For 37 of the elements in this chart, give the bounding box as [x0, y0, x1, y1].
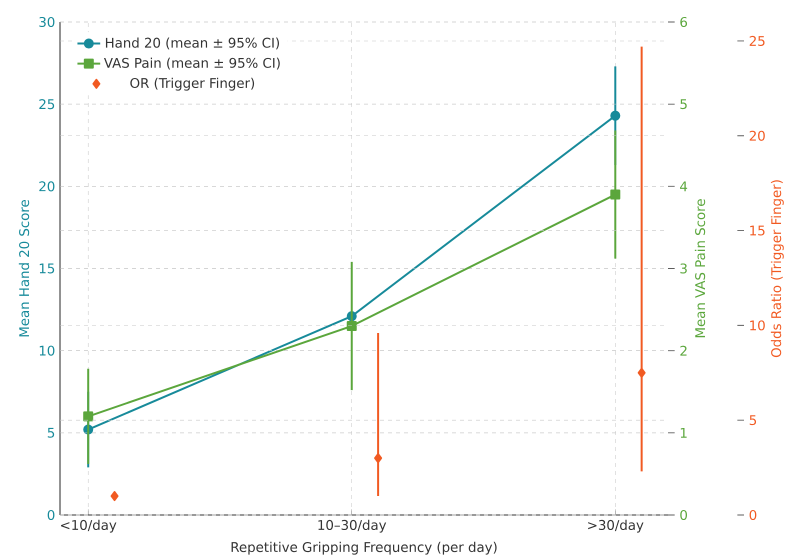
legend-label: Hand 20 (mean ± 95% CI)	[106, 37, 280, 50]
y-tick-label: 10	[40, 346, 54, 356]
y2-tick-label: 1	[680, 428, 687, 438]
y-tick-label: 25	[39, 99, 54, 110]
point	[374, 453, 382, 464]
legend-label: VAS Pain (mean ± 95% CI)	[104, 58, 280, 70]
y3-tick-label: 25	[750, 36, 765, 46]
x-tick-label: 10–30/day	[318, 520, 386, 533]
y3-tick-label: 15	[750, 226, 765, 236]
point	[346, 321, 357, 332]
y3-tick-label: 0	[750, 510, 756, 520]
x-tick-label: <10/day	[61, 520, 116, 533]
y-tick-label: 30	[39, 16, 54, 28]
y-tick-label: 5	[48, 428, 54, 438]
point	[610, 190, 620, 200]
y2-axis-title: Mean VAS Pain Score	[694, 199, 706, 338]
y2-tick-label: 3	[680, 263, 687, 274]
y2-tick-label: 4	[680, 181, 688, 192]
x-tick-label: >30/day	[588, 520, 644, 533]
y-tick-label: 0	[48, 510, 54, 520]
point	[610, 110, 620, 121]
y-axis-title: Mean Hand 20 Score	[18, 200, 30, 336]
y-tick-label: 15	[40, 264, 54, 274]
legend-label: OR (Trigger Finger)	[130, 78, 254, 91]
point	[638, 368, 646, 378]
point	[110, 491, 119, 502]
y3-tick-label: 10	[750, 320, 765, 330]
y3-tick-label: 5	[750, 415, 756, 426]
y2-tick-label: 5	[680, 99, 687, 110]
point	[83, 411, 94, 422]
y3-axis-title: Odds Ratio (Trigger Finger)	[770, 180, 784, 358]
x-axis-title: Repetitive Gripping Frequency (per day)	[232, 542, 497, 555]
y3-tick-label: 20	[750, 130, 765, 141]
y2-tick-label: 6	[680, 16, 688, 28]
y2-tick-label: 0	[680, 510, 687, 520]
y-tick-label: 20	[39, 181, 54, 192]
y2-tick-label: 2	[680, 346, 687, 356]
